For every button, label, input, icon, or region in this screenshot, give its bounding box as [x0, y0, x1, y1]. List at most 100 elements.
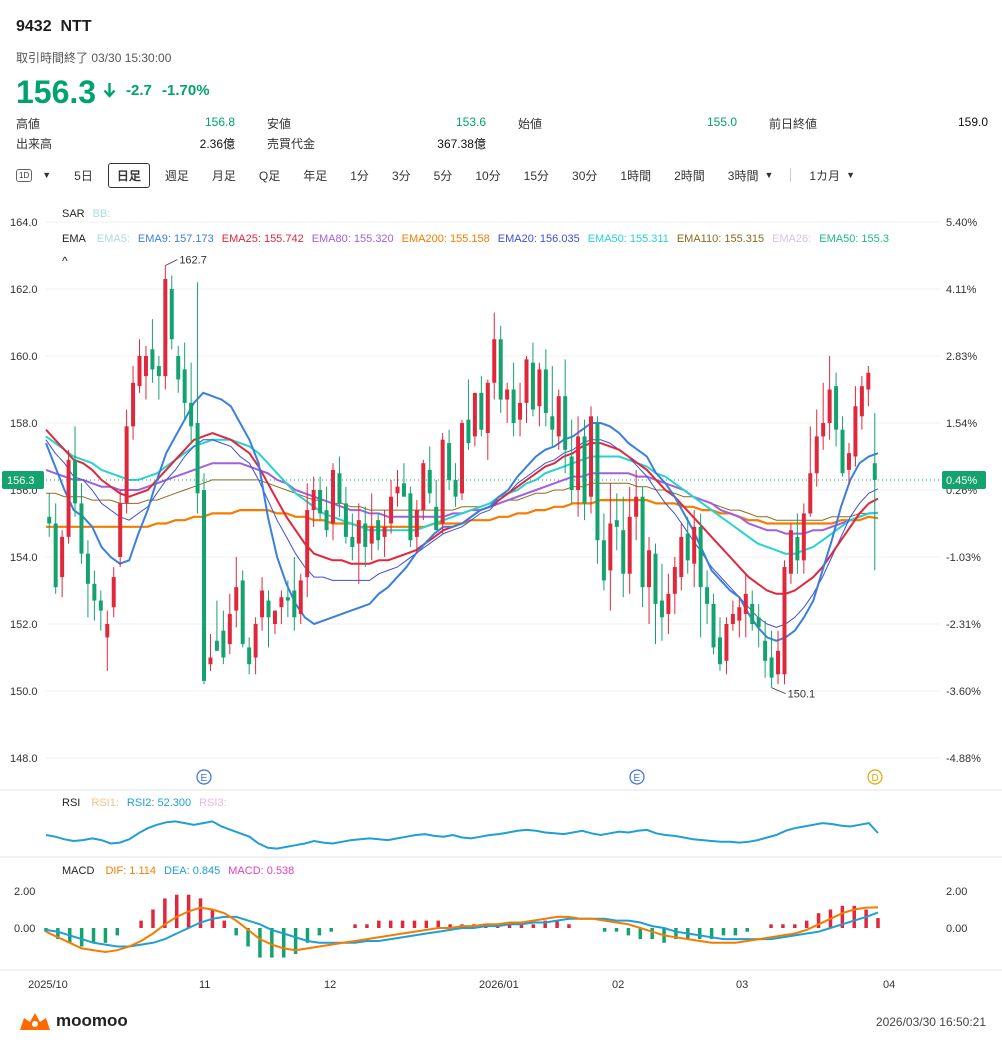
- candle-body: [737, 607, 742, 621]
- candle-body: [769, 657, 774, 678]
- candle-body: [395, 486, 400, 494]
- candle-body: [692, 526, 697, 564]
- candle-body: [279, 597, 284, 608]
- candle-body: [498, 339, 503, 400]
- candle-body: [195, 423, 200, 494]
- ema-legend-item: EMA50: 155.311: [587, 233, 669, 245]
- tab-daily[interactable]: 日足: [107, 162, 150, 188]
- candle-body: [131, 382, 136, 427]
- tab-1month-range[interactable]: 1カ月 ▼: [801, 164, 863, 187]
- candle-body: [543, 369, 548, 413]
- candle-body: [414, 510, 419, 537]
- high-annotation: 162.7: [179, 255, 207, 267]
- tab-3hour[interactable]: 3時間 ▼: [720, 164, 782, 187]
- macd-tick-label: 2.00: [14, 886, 35, 898]
- candle-body: [285, 597, 290, 601]
- tab-30min[interactable]: 30分: [572, 168, 598, 183]
- collapse-icon[interactable]: ^: [62, 254, 68, 268]
- tab-10min[interactable]: 10分: [475, 168, 501, 183]
- candle-body: [234, 587, 239, 611]
- tab-2hour[interactable]: 2時間: [674, 168, 705, 183]
- macd-legend: MACD DIF: 1.114 DEA: 0.845 MACD: 0.538: [62, 865, 302, 877]
- candle-body: [834, 386, 839, 430]
- stat-value-prev-close: 159.0: [957, 115, 988, 129]
- x-axis-label: 2026/01: [479, 979, 519, 991]
- candle-body: [634, 496, 639, 517]
- candle-body: [98, 600, 103, 611]
- candle-body: [434, 506, 439, 531]
- interval-dropdown[interactable]: 1D ▼: [16, 166, 59, 185]
- macd-legend-item: DEA: 0.845: [164, 865, 221, 877]
- candle-body: [717, 637, 722, 665]
- candle-body: [118, 503, 123, 557]
- stat-value-high: 156.8: [204, 115, 235, 129]
- candle-body: [743, 593, 748, 614]
- candle-body: [350, 536, 355, 547]
- tab-1min[interactable]: 1分: [350, 168, 369, 183]
- tab-monthly[interactable]: 月足: [211, 168, 236, 183]
- x-axis-label: 2025/10: [28, 979, 68, 991]
- ema-legend-item: EMA5:: [96, 233, 130, 245]
- tab-1hour[interactable]: 1時間: [620, 168, 652, 183]
- tab-15min[interactable]: 15分: [523, 168, 550, 183]
- tab-quarterly[interactable]: Q足: [258, 168, 281, 183]
- candle-body: [47, 516, 52, 524]
- tab-divider: [790, 168, 792, 182]
- ema-label: EMA: [62, 233, 86, 245]
- period-tabs: 1D ▼ 5日 日足 週足 月足 Q足 年足 1分 3分 5分 10分 15分 …: [16, 162, 870, 188]
- candle-body: [511, 389, 516, 423]
- tab-5min[interactable]: 5分: [433, 168, 453, 183]
- current-pct-tag: [942, 470, 986, 489]
- current-pct-label: 0.45%: [946, 475, 977, 487]
- stat-value-turnover: 367.38億: [437, 137, 486, 151]
- candle-body: [79, 503, 84, 554]
- ema-legend-item: EMA110: 155.315: [676, 233, 765, 245]
- candle-body: [124, 426, 129, 504]
- candle-body: [640, 496, 645, 588]
- candle-body: [440, 439, 445, 524]
- candle-body: [840, 429, 845, 474]
- candle-body: [872, 463, 877, 480]
- candle-body: [485, 382, 490, 434]
- stock-name: NTT: [60, 18, 92, 35]
- candle-body: [711, 603, 716, 648]
- ema110-line: [46, 479, 879, 521]
- candle-body: [208, 657, 213, 665]
- candle-body: [653, 553, 658, 604]
- ema-legend-item: EMA9: 157.173: [137, 233, 214, 245]
- tab-weekly[interactable]: 週足: [164, 168, 189, 183]
- candle-body: [576, 436, 581, 490]
- macd-legend-item: DIF: 1.114: [105, 865, 156, 877]
- ticker-title: 9432 NTT: [16, 18, 92, 36]
- price-tick-label: 154.0: [10, 552, 38, 564]
- candle-body: [408, 493, 413, 541]
- tab-3min[interactable]: 3分: [391, 168, 411, 183]
- candle-body: [601, 540, 606, 581]
- candle-body: [801, 513, 806, 561]
- candle-body: [363, 523, 368, 547]
- price-change: -2.7: [126, 82, 152, 99]
- candle-body: [698, 526, 703, 588]
- candle-body: [621, 530, 626, 574]
- candle-body: [182, 369, 187, 403]
- x-axis-label: 04: [883, 979, 895, 991]
- event-marker-e: [196, 769, 212, 785]
- candle-body: [821, 423, 826, 437]
- tab-3hour-label: 3時間: [727, 168, 759, 183]
- ema50-line: [45, 435, 879, 555]
- candle-body: [150, 349, 155, 370]
- chart-canvas[interactable]: 164.0162.0160.0158.0156.0154.0152.0150.0…: [0, 195, 1002, 995]
- pct-tick-label: -2.31%: [946, 619, 981, 631]
- stat-label-prev-close: 前日終値: [769, 117, 818, 131]
- candle-body: [730, 613, 735, 624]
- ema-legend-item: EMA20: 156.035: [497, 233, 580, 245]
- candle-body: [337, 473, 342, 504]
- candle-body: [827, 389, 832, 423]
- moomoo-bull-icon: [20, 1013, 50, 1030]
- tab-5d[interactable]: 5日: [74, 168, 93, 183]
- tab-yearly[interactable]: 年足: [303, 168, 328, 183]
- candle-body: [421, 463, 426, 511]
- low-annotation: 150.1: [788, 689, 816, 701]
- price-change-pct: -1.70%: [162, 82, 210, 99]
- macd-tick-label: 0.00: [14, 923, 35, 935]
